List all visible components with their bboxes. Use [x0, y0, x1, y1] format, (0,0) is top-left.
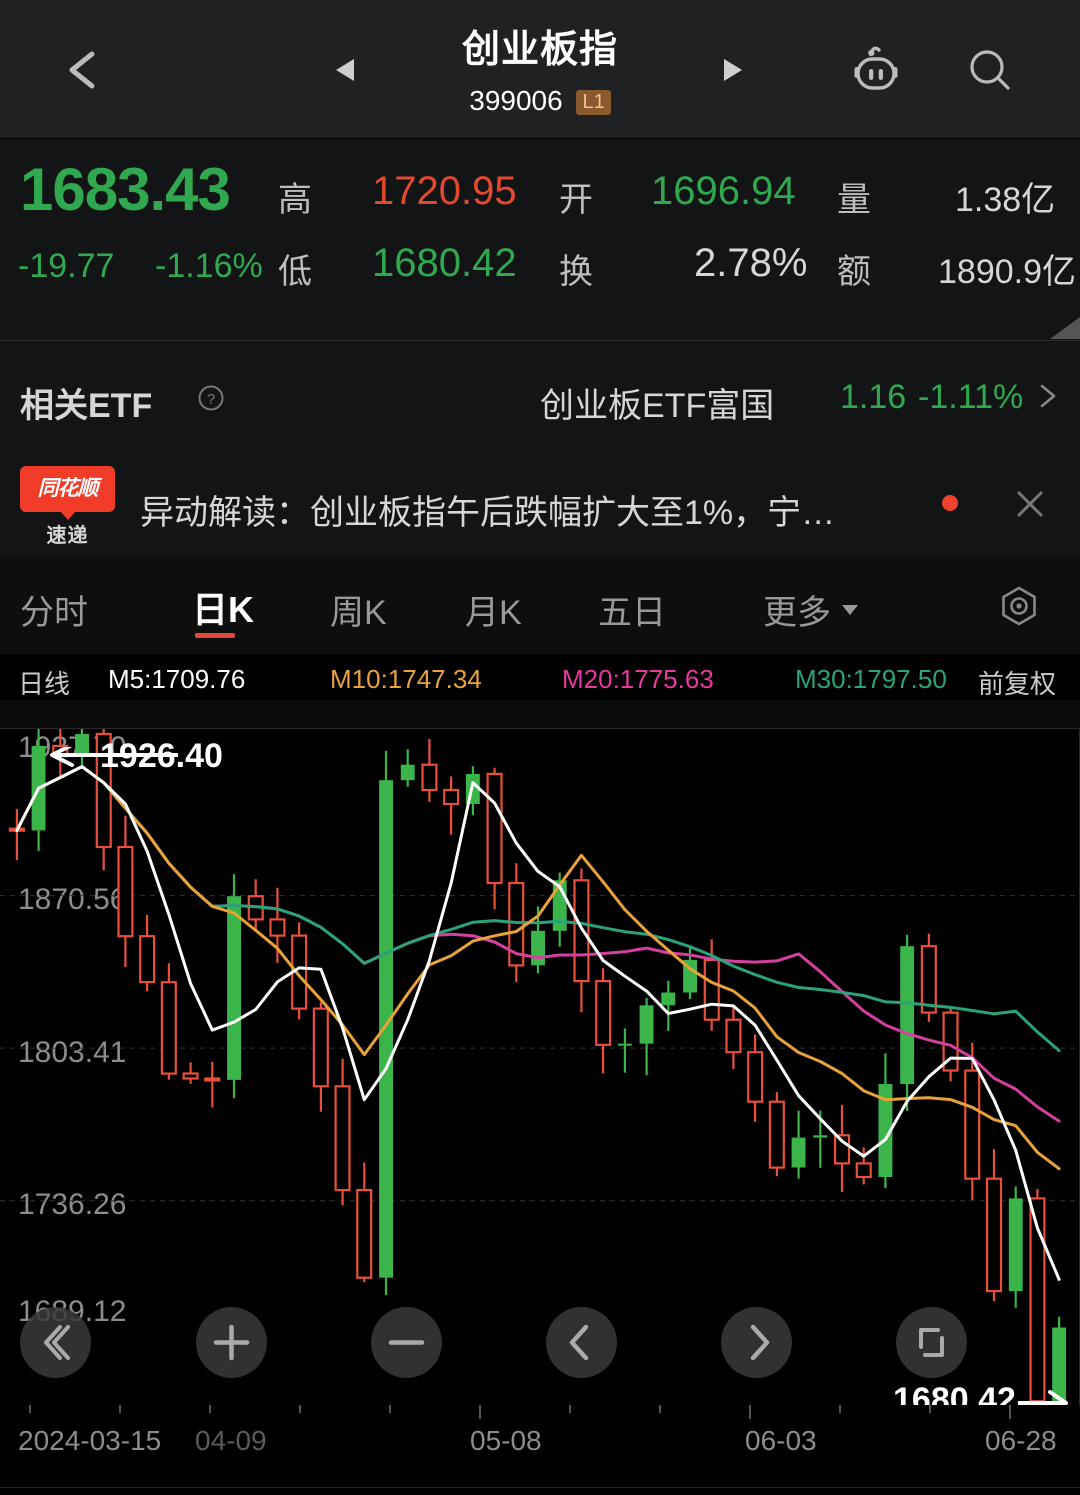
svg-text:?: ?	[207, 391, 215, 408]
